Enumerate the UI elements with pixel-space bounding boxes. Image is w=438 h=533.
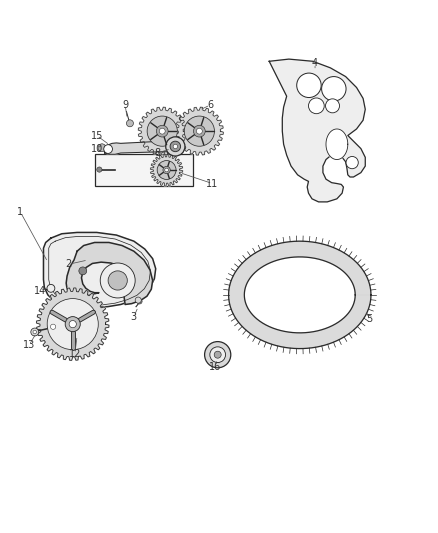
- Circle shape: [157, 160, 176, 180]
- Text: 4: 4: [312, 59, 318, 68]
- Circle shape: [48, 321, 58, 332]
- Text: 1: 1: [17, 207, 23, 217]
- Text: 12: 12: [69, 349, 81, 359]
- Circle shape: [65, 317, 80, 332]
- Circle shape: [47, 285, 55, 292]
- Polygon shape: [151, 154, 183, 186]
- Text: 2: 2: [65, 260, 71, 269]
- Circle shape: [196, 128, 202, 134]
- Bar: [95, 154, 193, 185]
- Circle shape: [194, 125, 205, 137]
- Circle shape: [159, 128, 165, 134]
- Circle shape: [108, 271, 127, 290]
- Circle shape: [147, 116, 177, 146]
- Circle shape: [50, 324, 56, 329]
- Circle shape: [210, 347, 226, 362]
- Polygon shape: [229, 241, 371, 349]
- Circle shape: [205, 342, 231, 368]
- Circle shape: [156, 125, 168, 137]
- Text: 8: 8: [155, 148, 161, 158]
- Polygon shape: [326, 129, 348, 159]
- Circle shape: [325, 99, 339, 113]
- Circle shape: [163, 166, 170, 174]
- Circle shape: [47, 298, 98, 350]
- Circle shape: [137, 299, 142, 304]
- Polygon shape: [175, 107, 223, 155]
- Circle shape: [100, 263, 135, 298]
- Circle shape: [321, 77, 346, 101]
- Text: 5: 5: [367, 314, 373, 324]
- Circle shape: [184, 116, 215, 146]
- Polygon shape: [66, 243, 152, 304]
- Circle shape: [165, 168, 169, 172]
- Circle shape: [170, 141, 180, 152]
- Text: 10: 10: [91, 143, 103, 154]
- Polygon shape: [36, 288, 109, 360]
- Text: 14: 14: [34, 286, 46, 295]
- Circle shape: [127, 120, 134, 127]
- Circle shape: [69, 320, 76, 328]
- Circle shape: [173, 144, 177, 149]
- Polygon shape: [269, 59, 365, 202]
- Polygon shape: [105, 140, 182, 154]
- Text: 9: 9: [122, 100, 128, 110]
- Text: 16: 16: [208, 362, 221, 372]
- Circle shape: [308, 98, 324, 114]
- Circle shape: [79, 267, 87, 275]
- Text: 15: 15: [91, 131, 103, 141]
- Circle shape: [297, 73, 321, 98]
- Polygon shape: [138, 107, 186, 155]
- Circle shape: [214, 351, 221, 358]
- Text: 13: 13: [23, 340, 35, 350]
- Circle shape: [346, 157, 358, 169]
- Circle shape: [135, 297, 141, 303]
- Circle shape: [104, 144, 113, 154]
- Text: 6: 6: [207, 100, 213, 110]
- Circle shape: [166, 137, 185, 156]
- Circle shape: [31, 328, 39, 336]
- Circle shape: [33, 330, 36, 334]
- Circle shape: [98, 144, 106, 152]
- Text: 3: 3: [131, 312, 137, 322]
- Text: 11: 11: [206, 179, 219, 189]
- Polygon shape: [43, 232, 155, 307]
- Circle shape: [97, 167, 102, 172]
